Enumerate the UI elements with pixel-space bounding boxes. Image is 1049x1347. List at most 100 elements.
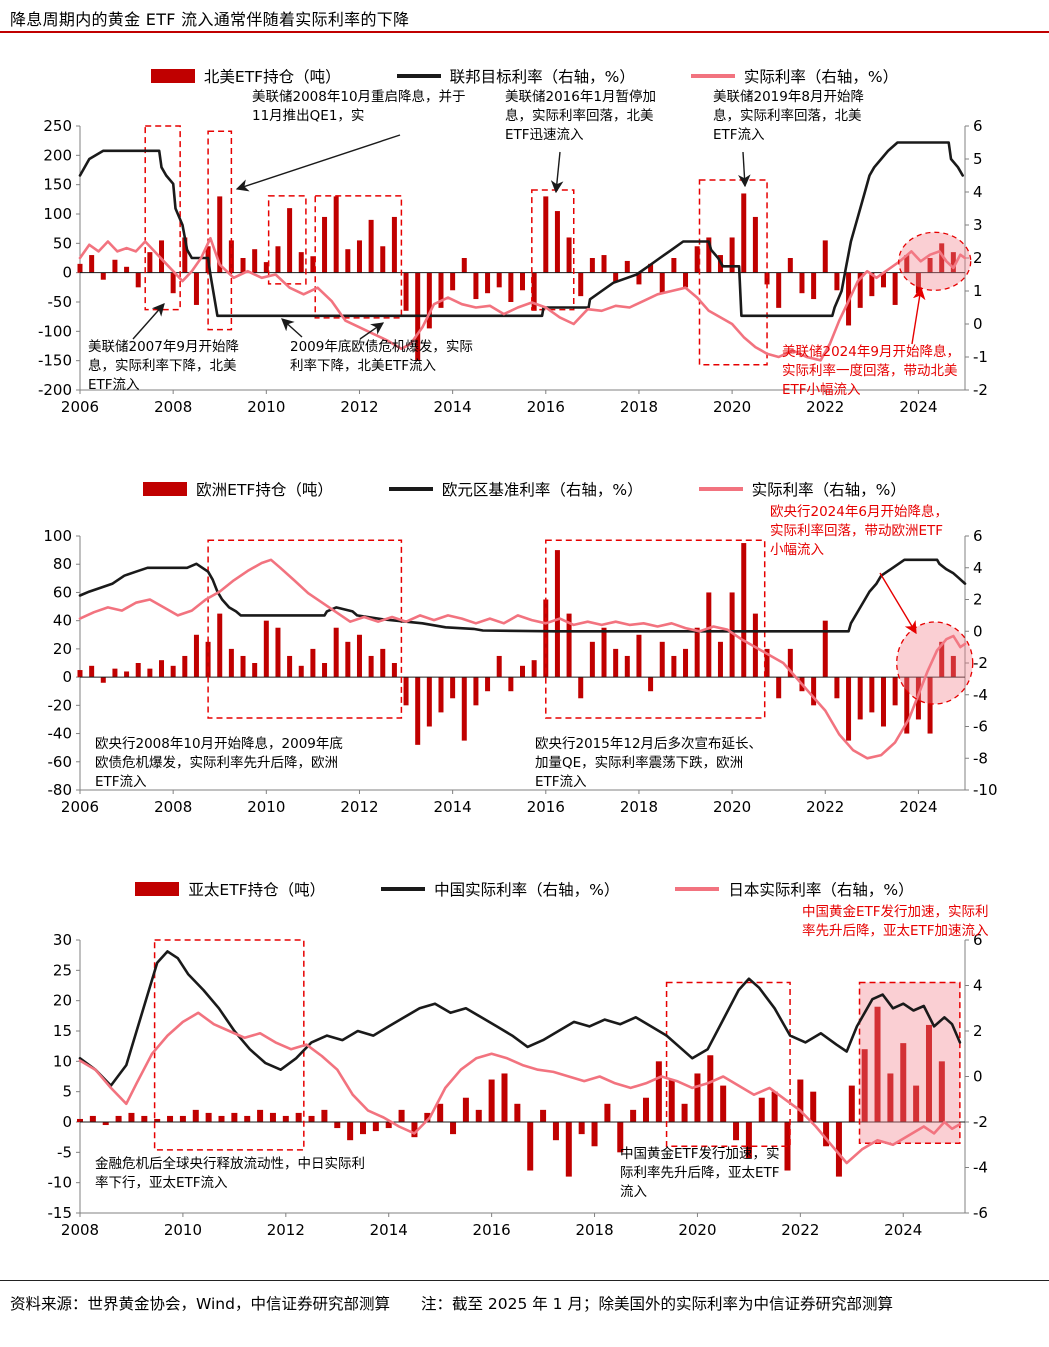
svg-text:5: 5 — [62, 1083, 72, 1101]
svg-text:-5: -5 — [57, 1143, 72, 1161]
svg-text:2024: 2024 — [899, 798, 937, 816]
bar-swatch — [143, 482, 188, 496]
legend-item-japan-real-rate: 日本实际利率（右轴，%） — [675, 878, 914, 900]
annotation-2024-ecb-cut: 欧央行2024年6月开始降息，实际利率回落，带动欧洲ETF小幅流入 — [770, 504, 948, 559]
svg-text:2012: 2012 — [267, 1221, 305, 1239]
svg-text:-8: -8 — [973, 749, 988, 767]
svg-text:-2: -2 — [973, 654, 988, 672]
svg-text:2018: 2018 — [620, 798, 658, 816]
legend-label: 实际利率（右轴，%） — [751, 481, 906, 499]
svg-text:-200: -200 — [38, 381, 72, 399]
svg-text:0: 0 — [973, 315, 983, 333]
svg-text:2008: 2008 — [61, 1221, 99, 1239]
svg-text:2024: 2024 — [884, 1221, 922, 1239]
svg-text:-6: -6 — [973, 718, 988, 736]
svg-text:-60: -60 — [48, 753, 73, 771]
svg-text:4: 4 — [973, 977, 983, 995]
svg-text:2020: 2020 — [713, 798, 751, 816]
svg-text:2010: 2010 — [247, 398, 285, 416]
svg-text:20: 20 — [53, 992, 72, 1010]
svg-text:10: 10 — [53, 1052, 72, 1070]
svg-text:6: 6 — [973, 527, 983, 545]
annotation-2007-cut: 美联储2007年9月开始降息，实际利率下降，北美ETF流入 — [88, 339, 239, 394]
bar-swatch — [150, 69, 195, 83]
svg-text:30: 30 — [53, 931, 72, 949]
svg-text:-50: -50 — [48, 293, 73, 311]
svg-text:-2: -2 — [973, 1113, 988, 1131]
svg-text:-10: -10 — [973, 781, 998, 799]
svg-text:0: 0 — [62, 264, 72, 282]
legend-label: 中国实际利率（右轴，%） — [434, 881, 620, 899]
annotation-2009-euro-debt: 2009年底欧债危机爆发，实际利率下降，北美ETF流入 — [290, 339, 473, 375]
svg-text:0: 0 — [62, 668, 72, 686]
svg-text:4: 4 — [973, 183, 983, 201]
legend-item-fed-rate: 联邦目标利率（右轴，%） — [396, 65, 635, 87]
black-line-swatch — [396, 74, 441, 78]
pink-line-swatch — [690, 74, 735, 78]
svg-text:-80: -80 — [48, 781, 73, 799]
legend-label: 欧洲ETF持仓（吨） — [196, 481, 333, 499]
svg-text:2006: 2006 — [61, 398, 99, 416]
svg-text:-2: -2 — [973, 381, 988, 399]
svg-text:60: 60 — [53, 583, 72, 601]
svg-text:1: 1 — [973, 282, 983, 300]
svg-text:2016: 2016 — [527, 798, 565, 816]
chart-europe-etf: 100 80 60 40 20 0 -20 -40 -60 -80 6 4 2 0 -2 -4 -6 -8 -10 2… — [0, 468, 1049, 840]
svg-text:5: 5 — [973, 150, 983, 168]
svg-text:0: 0 — [62, 1113, 72, 1131]
svg-text:-150: -150 — [38, 352, 72, 370]
annotation-post-crisis-liquidity: 金融危机后全球央行释放流动性，中日实际利率下行，亚太ETF流入 — [95, 1156, 365, 1192]
legend-label: 亚太ETF持仓（吨） — [188, 881, 326, 899]
annotation-china-etf-issue: 中国黄金ETF发行加速，实际利率先升后降，亚太ETF流入 — [620, 1146, 780, 1201]
annotation-2015-qe: 欧央行2015年12月后多次宣布延长、加量QE，实际利率震荡下跌，欧洲ETF流入 — [535, 736, 763, 791]
legend-item-real-rate: 实际利率（右轴，%） — [698, 478, 906, 500]
source-note: 资料来源：世界黄金协会，Wind，中信证券研究部测算 注：截至 2025 年 1… — [10, 1295, 893, 1313]
chart-north-america-etf: 250 200 150 100 50 0 -50 -100 -150 -200 6 5 4 3 2 1 0 -1 -… — [0, 55, 1049, 450]
legend-item-etf-holdings: 欧洲ETF持仓（吨） — [143, 478, 333, 500]
svg-text:2022: 2022 — [781, 1221, 819, 1239]
svg-text:200: 200 — [43, 146, 72, 164]
svg-text:3: 3 — [973, 216, 983, 234]
annotation-china-etf-accel: 中国黄金ETF发行加速，实际利率先升后降，亚太ETF加速流入 — [802, 904, 989, 940]
legend-item-china-real-rate: 中国实际利率（右轴，%） — [381, 878, 619, 900]
svg-text:-4: -4 — [973, 686, 988, 704]
pink-line-swatch — [698, 487, 743, 491]
svg-text:-100: -100 — [38, 322, 72, 340]
svg-text:250: 250 — [43, 117, 72, 135]
svg-text:2008: 2008 — [154, 798, 192, 816]
legend-label: 实际利率（右轴，%） — [743, 68, 899, 86]
legend-label: 联邦目标利率（右轴，%） — [449, 68, 635, 86]
legend-item-etf-holdings: 北美ETF持仓（吨） — [150, 65, 341, 87]
svg-text:-15: -15 — [48, 1204, 73, 1222]
svg-text:40: 40 — [53, 612, 72, 630]
svg-text:-40: -40 — [48, 725, 73, 743]
footer-divider — [0, 1280, 1049, 1281]
title-underline — [0, 31, 1049, 33]
chart-asia-pacific-etf: 30 25 20 15 10 5 0 -5 -10 -15 6 4 2 0 -2 -4 -6 2008 2010 20… — [0, 868, 1049, 1258]
legend-item-real-rate: 实际利率（右轴，%） — [690, 65, 899, 87]
svg-text:2024: 2024 — [899, 398, 937, 416]
svg-text:2016: 2016 — [473, 1221, 511, 1239]
svg-text:2022: 2022 — [806, 398, 844, 416]
black-line-swatch — [388, 487, 433, 491]
svg-text:-10: -10 — [48, 1174, 73, 1192]
svg-text:2018: 2018 — [620, 398, 658, 416]
annotation-2024-cut: 美联储2024年9月开始降息，实际利率一度回落，带动北美ETF小幅流入 — [782, 344, 960, 399]
page-title: 降息周期内的黄金 ETF 流入通常伴随着实际利率的下降 — [10, 10, 410, 29]
svg-text:2008: 2008 — [154, 398, 192, 416]
svg-text:-4: -4 — [973, 1159, 988, 1177]
black-line-swatch — [381, 887, 426, 891]
svg-text:2014: 2014 — [434, 798, 472, 816]
svg-text:6: 6 — [973, 931, 983, 949]
svg-text:2022: 2022 — [806, 798, 844, 816]
annotation-2019-cut: 美联储2019年8月开始降息，实际利率回落，北美ETF流入 — [713, 89, 864, 144]
svg-text:100: 100 — [43, 205, 72, 223]
svg-text:2010: 2010 — [247, 798, 285, 816]
svg-text:-20: -20 — [48, 696, 73, 714]
svg-text:20: 20 — [53, 640, 72, 658]
svg-text:0: 0 — [973, 622, 983, 640]
svg-text:2012: 2012 — [340, 398, 378, 416]
legend-item-etf-holdings: 亚太ETF持仓（吨） — [135, 878, 325, 900]
svg-text:2018: 2018 — [575, 1221, 613, 1239]
svg-text:80: 80 — [53, 555, 72, 573]
